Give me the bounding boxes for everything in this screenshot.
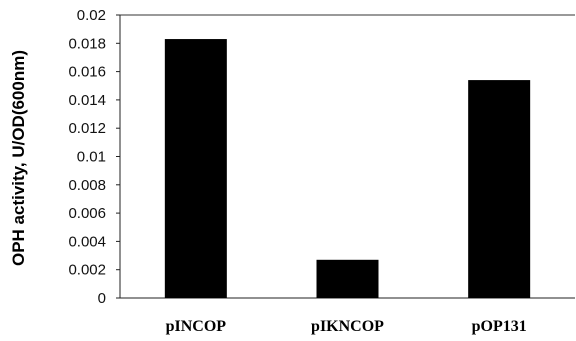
y-tick-label: 0.006 bbox=[68, 205, 106, 222]
y-tick-label: 0.014 bbox=[68, 92, 106, 109]
category-label: pIKNCOP bbox=[311, 318, 384, 335]
y-tick-label: 0.02 bbox=[77, 7, 106, 24]
bar-pINCOP bbox=[164, 39, 227, 299]
y-axis-label: OPH activity, U/OD(600nm) bbox=[9, 50, 28, 266]
y-tick-label: 0.002 bbox=[68, 262, 106, 279]
y-tick-label: 0.018 bbox=[68, 35, 106, 52]
y-tick-label: 0.008 bbox=[68, 177, 106, 194]
bar-pOP131 bbox=[468, 80, 531, 298]
y-tick-label: 0.012 bbox=[68, 120, 106, 137]
y-tick-label: 0 bbox=[98, 290, 106, 307]
category-label: pOP131 bbox=[472, 318, 527, 335]
bar-pIKNCOP bbox=[316, 259, 379, 298]
y-tick-label: 0.016 bbox=[68, 64, 106, 81]
category-label: pINCOP bbox=[166, 318, 227, 335]
y-tick-label: 0.01 bbox=[77, 149, 106, 166]
y-tick-label: 0.004 bbox=[68, 233, 106, 250]
